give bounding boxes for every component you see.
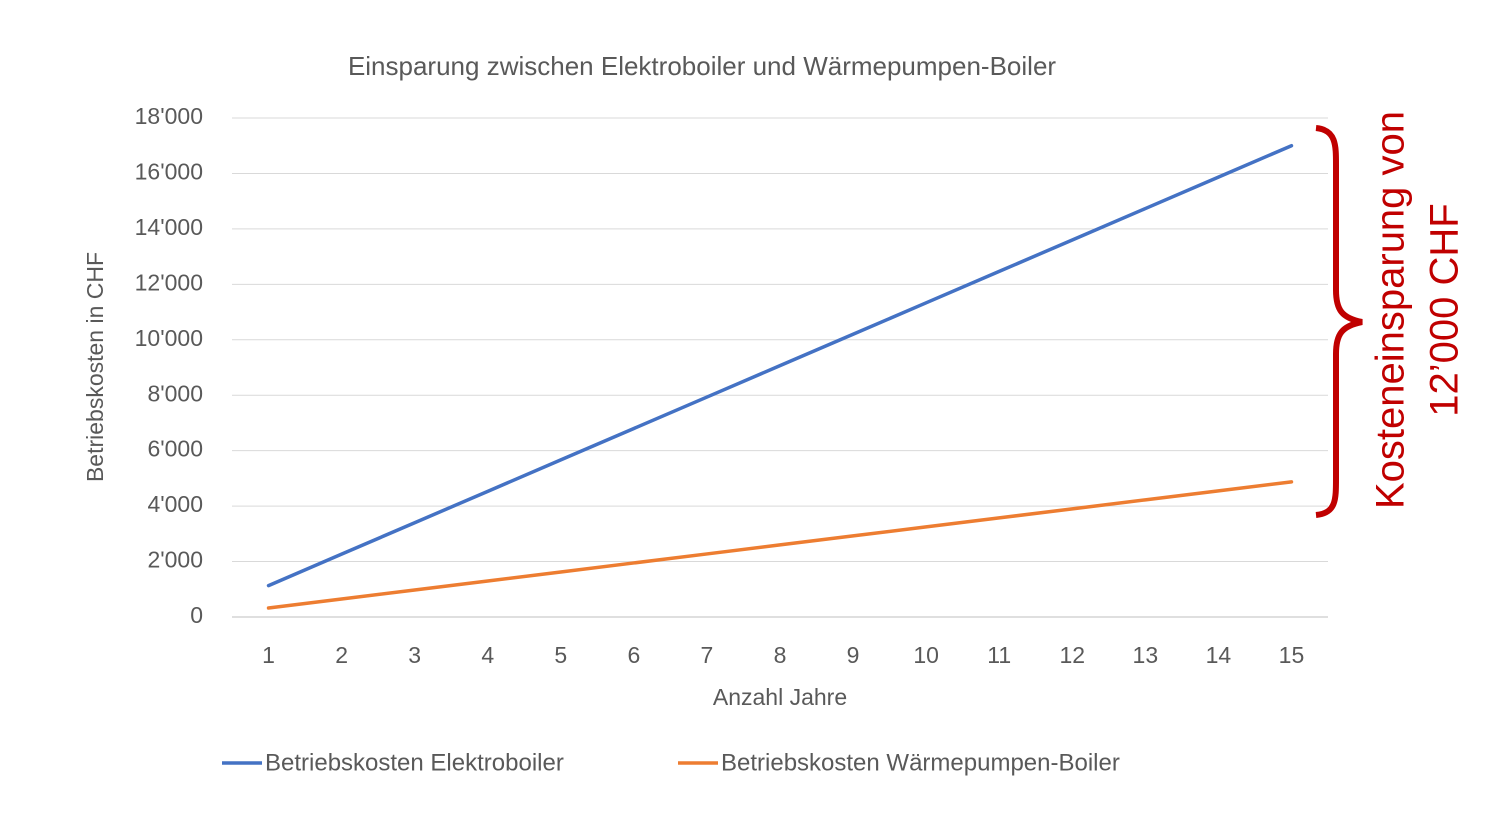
x-tick-label: 8 [774,642,787,668]
x-tick-label: 15 [1279,642,1305,668]
x-tick-label: 10 [913,642,939,668]
y-tick-label: 4'000 [147,491,203,517]
x-tick-label: 5 [554,642,567,668]
line [266,143,1294,588]
annotation: 12’000 CHF [1423,203,1467,416]
y-tick-label: 10'000 [135,325,203,351]
chart-title: Einsparung zwischen Elektroboiler und Wä… [348,51,1056,81]
x-tick-label: 2 [335,642,348,668]
x-tick-label: 13 [1133,642,1159,668]
y-tick-label: 2'000 [147,547,203,573]
x-tick-label: 1 [262,642,275,668]
x-tick-label: 7 [701,642,714,668]
x-tick-label: 4 [481,642,494,668]
y-tick-label: 18'000 [135,103,203,129]
y-tick-label: 8'000 [147,380,203,406]
legend-label: Betriebskosten Elektroboiler [265,749,564,776]
x-tick-label: 9 [847,642,860,668]
x-tick-label: 11 [987,642,1011,668]
line [266,480,1294,610]
annotation: Kosteneinsparung von [1369,111,1413,509]
y-axis-label: Betriebskosten in CHF [82,252,108,482]
y-tick-label: 16'000 [135,159,203,185]
x-tick-label: 6 [627,642,640,668]
x-tick-label: 12 [1059,642,1085,668]
y-tick-label: 6'000 [147,436,203,462]
x-tick-label: 14 [1206,642,1232,668]
y-tick-label: 14'000 [135,214,203,240]
y-tick-label: 0 [190,602,203,628]
legend: Betriebskosten Elektroboiler Betriebskost… [222,749,1120,776]
x-axis-label: Anzahl Jahre [713,684,847,710]
brace [1315,125,1363,518]
legend-label: Betriebskosten Wärmepumpen-Boiler [721,749,1120,776]
x-tick-label: 3 [408,642,421,668]
y-tick-label: 12'000 [135,269,203,295]
